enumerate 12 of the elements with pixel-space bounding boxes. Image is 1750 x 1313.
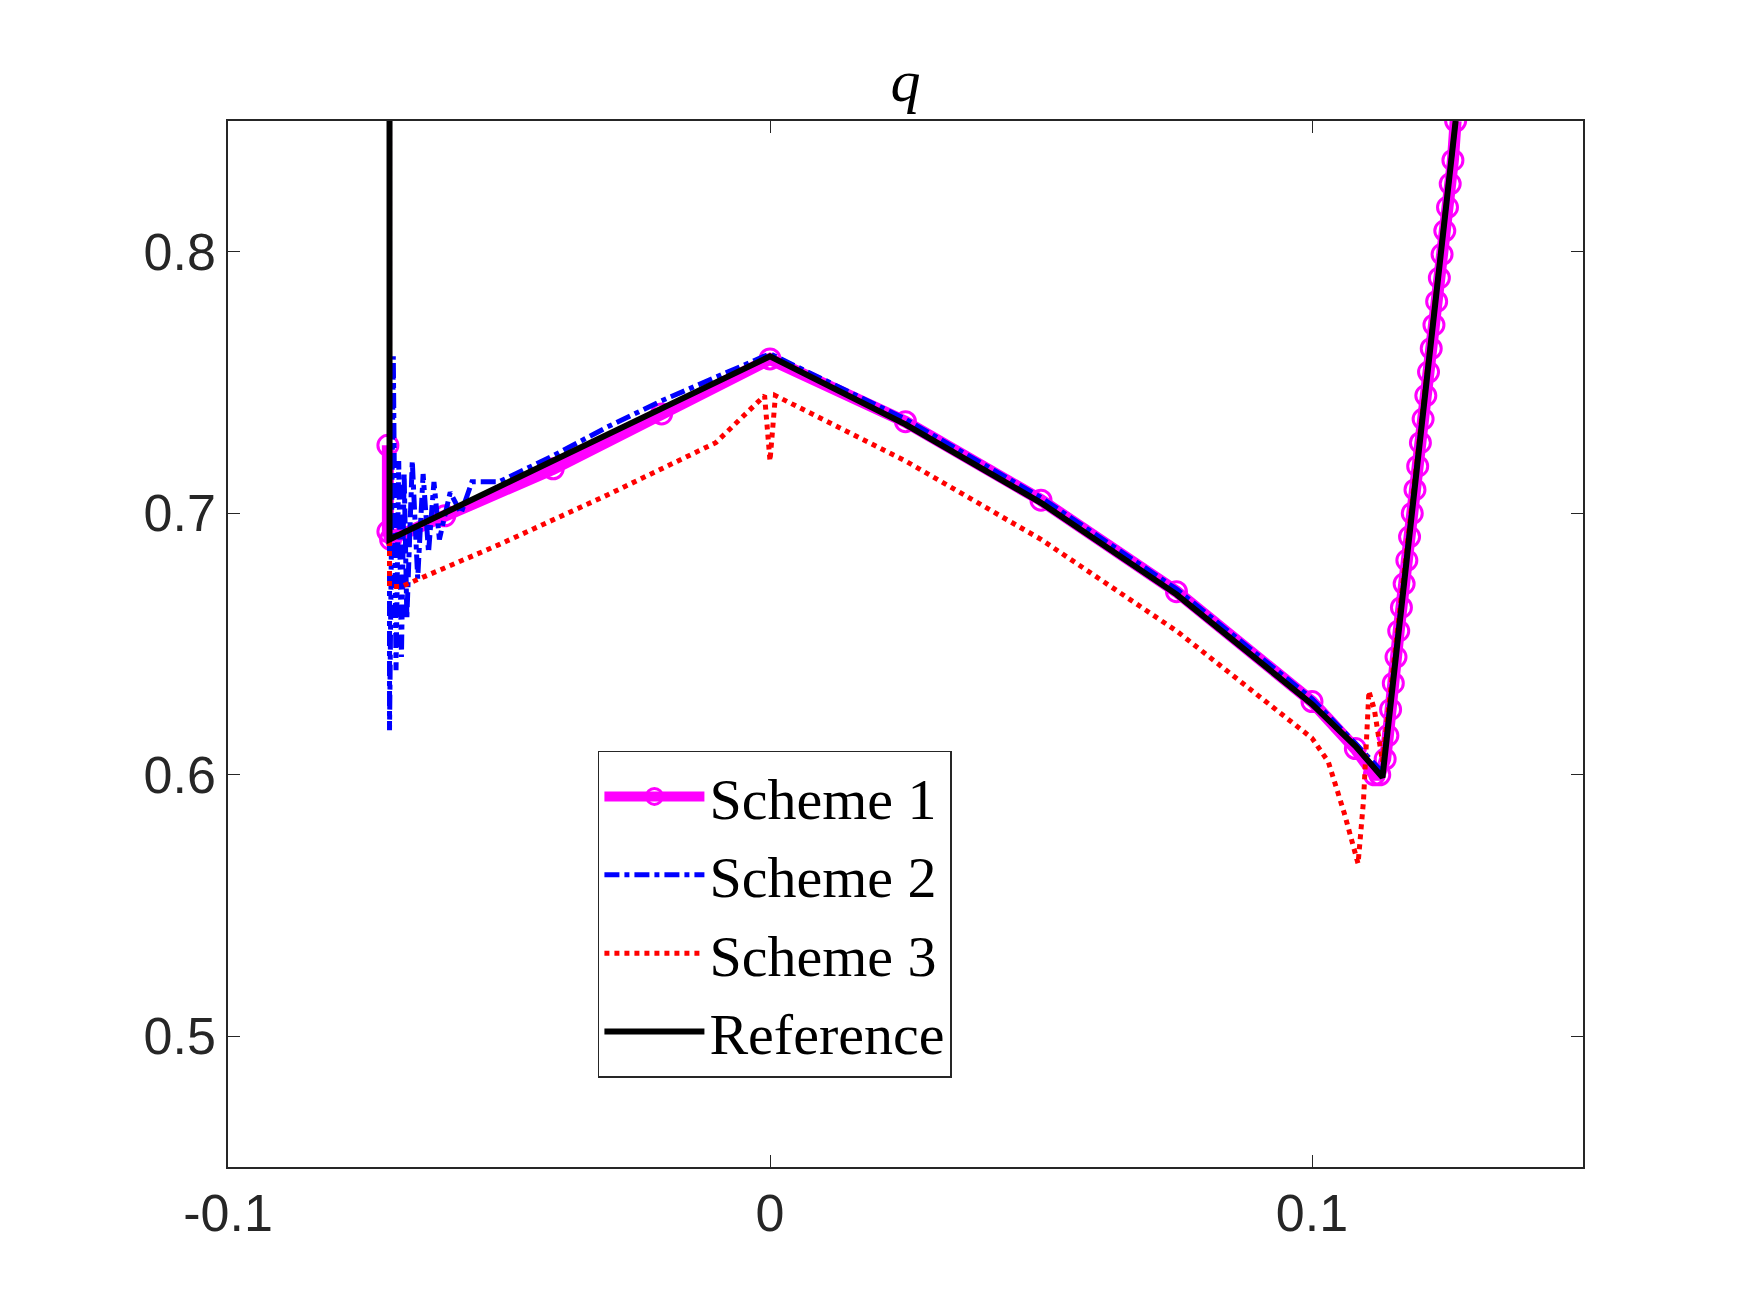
legend-label: Scheme 2 [709,845,937,911]
y-tick-label: 0.8 [143,222,216,281]
y-tick-label: 0.5 [143,1007,216,1066]
legend-label: Reference [709,1002,945,1068]
y-tick-label: 0.6 [143,745,216,804]
legend-label: Scheme 1 [709,767,937,833]
x-tick-label: 0.1 [1275,1184,1349,1243]
legend-label: Scheme 3 [709,923,937,989]
x-tick-label: 0 [755,1184,785,1243]
y-tick-label: 0.7 [143,484,216,543]
chart-title: q [890,48,921,114]
x-tick-label: -0.1 [183,1184,273,1243]
